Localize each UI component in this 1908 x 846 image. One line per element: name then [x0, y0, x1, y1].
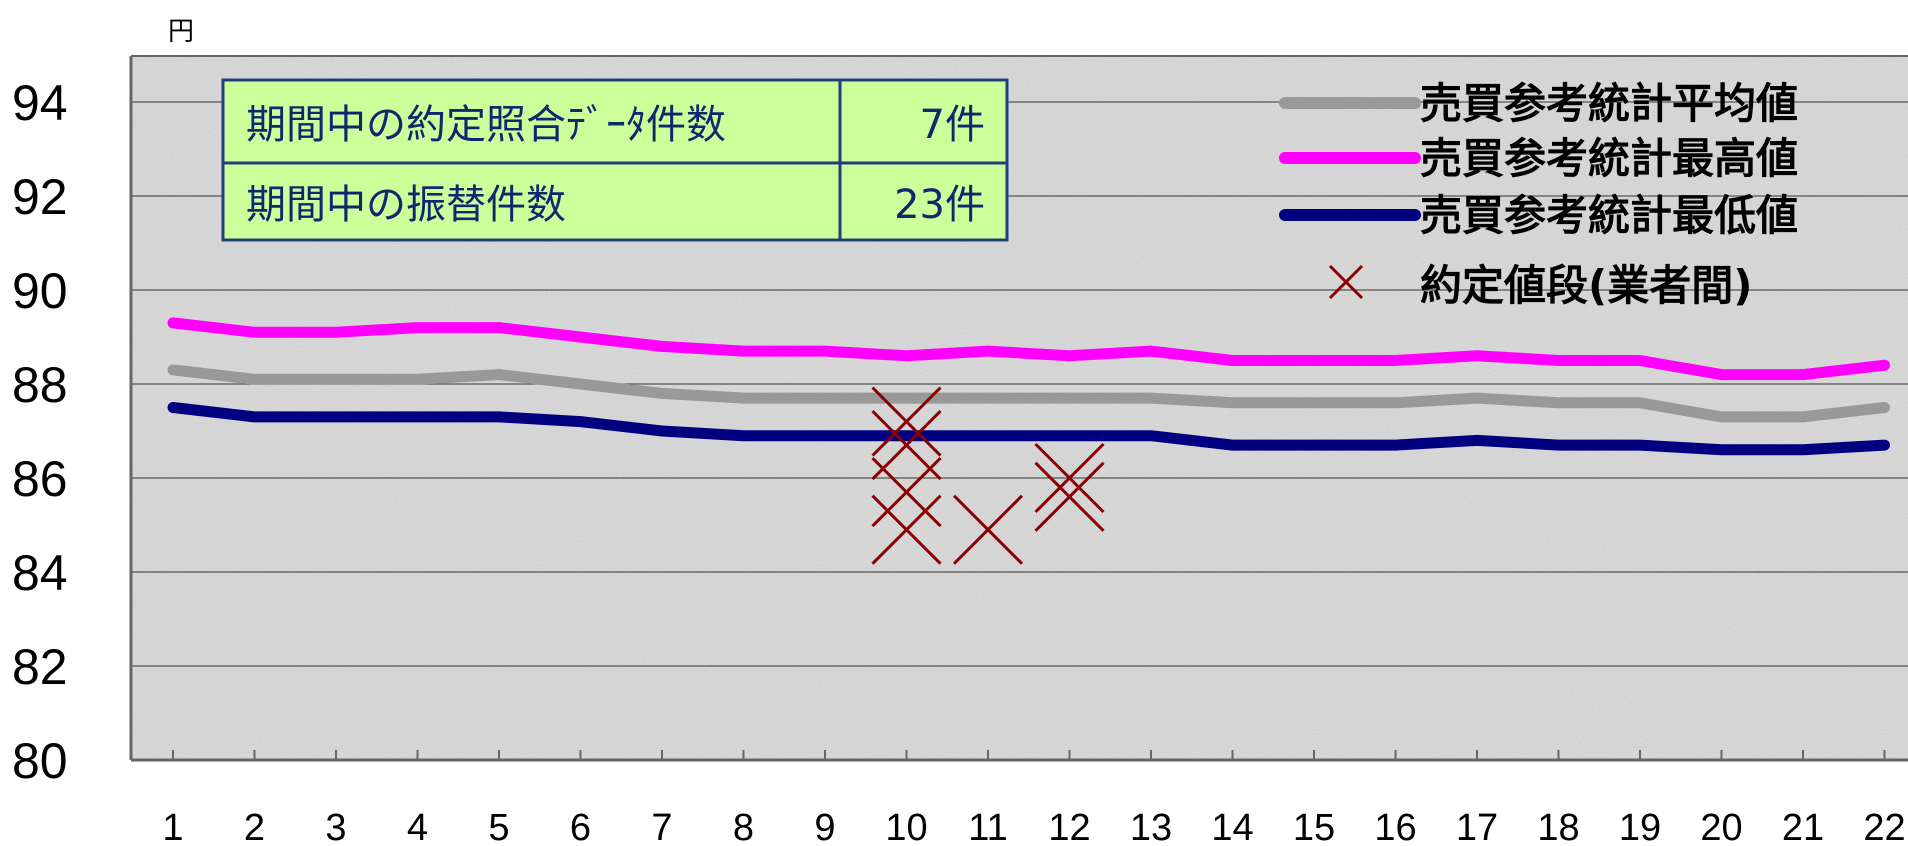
legend-swatch-trade: [1328, 264, 1364, 300]
trade-point-marker: [871, 457, 942, 528]
y-tick-label: 94: [12, 75, 68, 131]
x-axis-ticks: 1 2 3 4 5 6 7 8 9 10 11 12 13 14 15 16 17 18 19 20 21 22: [162, 750, 1906, 846]
x-tick-label: 19: [1619, 807, 1661, 846]
y-tick-label: 90: [12, 263, 68, 319]
x-tick-label: 7: [651, 807, 672, 846]
legend-label-min: 売買参考統計最低値: [1420, 191, 1798, 240]
legend-label-avg: 売買参考統計平均値: [1420, 79, 1798, 128]
x-tick-label: 12: [1048, 807, 1090, 846]
x-tick-label: 8: [733, 807, 754, 846]
trade-point-marker: [952, 494, 1024, 565]
y-tick-label: 86: [12, 451, 68, 507]
trade-point-marker: [871, 494, 942, 565]
x-tick-label: 18: [1537, 807, 1579, 846]
x-tick-label: 4: [407, 807, 428, 846]
legend-label-trade: 約定値段(業者間): [1420, 261, 1752, 310]
x-tick-label: 14: [1211, 807, 1253, 846]
x-tick-label: 13: [1130, 807, 1172, 846]
y-tick-label: 88: [12, 357, 68, 413]
y-tick-label: 84: [12, 545, 68, 601]
info-row-2-label: 期間中の振替件数: [246, 182, 566, 228]
x-tick-label: 22: [1863, 807, 1905, 846]
x-tick-label: 10: [885, 807, 927, 846]
x-tick-label: 20: [1700, 807, 1742, 846]
trade-point-marker: [1034, 461, 1105, 532]
series-line-0: [167, 364, 1890, 423]
x-tick-label: 3: [325, 807, 346, 846]
y-tick-label: 92: [12, 169, 68, 225]
info-row-1-label: 期間中の約定照合ﾃﾞｰﾀ件数: [246, 102, 726, 148]
x-tick-label: 17: [1456, 807, 1498, 846]
info-row-1-value: 7件: [920, 102, 985, 148]
info-box-background: [221, 78, 1009, 242]
y-unit-label: 円: [168, 17, 194, 47]
x-tick-label: 16: [1374, 807, 1416, 846]
legend: 売買参考統計平均値 売買参考統計最高値 売買参考統計最低値 約定値段(業者間): [1279, 79, 1798, 310]
series-line-2: [167, 402, 1890, 456]
x-tick-label: 5: [488, 807, 509, 846]
x-tick-label: 11: [968, 807, 1007, 846]
x-tick-label: 21: [1782, 807, 1824, 846]
x-tick-label: 15: [1293, 807, 1335, 846]
y-tick-label: 82: [12, 639, 68, 695]
y-tick-label: 80: [12, 733, 68, 789]
info-box: 期間中の約定照合ﾃﾞｰﾀ件数 7件 期間中の振替件数 23件: [221, 78, 1009, 242]
legend-label-max: 売買参考統計最高値: [1420, 134, 1798, 183]
x-tick-label: 6: [570, 807, 591, 846]
scatter-points: [871, 386, 1105, 565]
x-tick-label: 2: [244, 807, 265, 846]
x-tick-label: 9: [814, 807, 835, 846]
trade-point-marker: [1034, 442, 1105, 514]
series-line-1: [167, 317, 1890, 381]
trade-point-marker: [871, 386, 942, 457]
y-axis-ticks: 80 82 84 86 88 90 92 94: [12, 75, 68, 789]
info-row-2-value: 23件: [894, 182, 985, 228]
x-tick-label: 1: [162, 807, 183, 846]
series-lines: [167, 317, 1890, 456]
